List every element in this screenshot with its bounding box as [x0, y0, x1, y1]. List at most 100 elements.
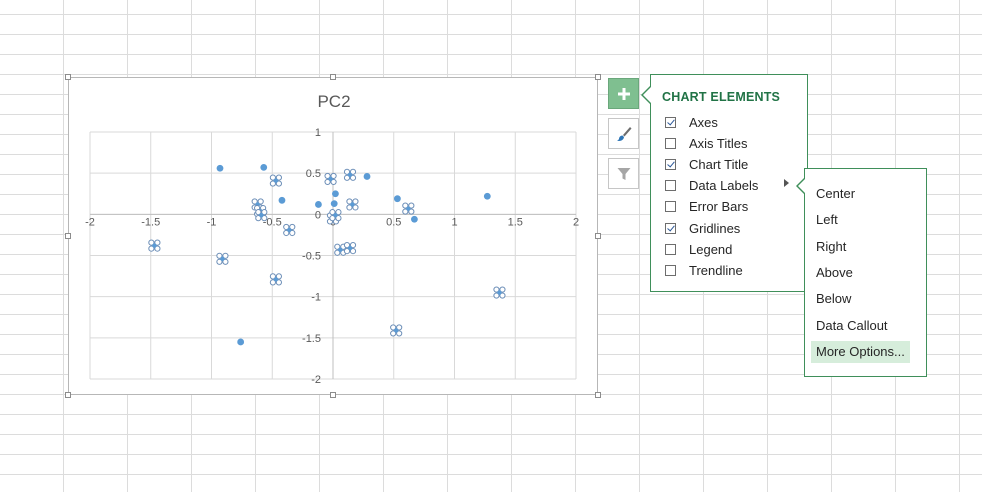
point-selection-handle[interactable] [324, 178, 331, 186]
point-selection-handle[interactable] [269, 273, 276, 280]
gridlines-checkbox[interactable] [665, 222, 676, 234]
chart-title-checkbox[interactable] [665, 158, 676, 170]
selected-data-point[interactable] [148, 239, 161, 252]
point-selection-handle[interactable] [343, 168, 351, 175]
point-selection-handle[interactable] [334, 243, 341, 250]
selected-data-point[interactable] [343, 168, 357, 181]
data-point[interactable] [328, 176, 333, 182]
data-point[interactable] [259, 212, 264, 218]
chart-title[interactable]: PC2 [317, 92, 351, 111]
point-selection-handle[interactable] [330, 178, 337, 186]
point-selection-handle[interactable] [499, 286, 506, 293]
point-selection-handle[interactable] [349, 168, 357, 175]
point-selection-handle[interactable] [396, 324, 403, 331]
point-selection-handle[interactable] [289, 223, 296, 231]
point-selection-handle[interactable] [275, 180, 282, 187]
point-selection-handle[interactable] [499, 292, 506, 299]
selected-data-point[interactable] [493, 286, 506, 299]
trendline-checkbox[interactable] [665, 264, 676, 276]
data-point[interactable] [333, 212, 338, 218]
point-selection-handle[interactable] [349, 241, 357, 249]
resize-handle-bottom-left[interactable] [65, 392, 71, 398]
resize-handle-left[interactable] [65, 233, 71, 239]
point-selection-handle[interactable] [255, 215, 262, 222]
point-selection-handle[interactable] [255, 209, 262, 216]
selected-data-point[interactable] [334, 243, 347, 256]
chart-filters-button[interactable] [608, 158, 639, 189]
point-selection-handle[interactable] [251, 198, 258, 205]
data-point[interactable] [347, 245, 353, 251]
resize-handle-top[interactable] [330, 74, 336, 80]
chart-element-axes[interactable]: Axes [665, 113, 718, 131]
point-selection-handle[interactable] [269, 279, 276, 286]
data-point[interactable] [273, 277, 279, 282]
point-selection-handle[interactable] [408, 202, 415, 209]
submenu-item-right[interactable]: Right [816, 238, 847, 254]
point-selection-handle[interactable] [343, 174, 351, 181]
point-selection-handle[interactable] [349, 174, 357, 181]
point-selection-handle[interactable] [335, 209, 342, 216]
point-selection-handle[interactable] [148, 239, 155, 246]
resize-handle-top-left[interactable] [65, 74, 71, 80]
resize-handle-right[interactable] [595, 233, 601, 239]
point-selection-handle[interactable] [275, 279, 282, 286]
point-selection-handle[interactable] [222, 258, 229, 265]
point-selection-handle[interactable] [408, 208, 415, 215]
axis-titles-checkbox[interactable] [665, 137, 676, 149]
data-point[interactable] [220, 256, 225, 261]
point-selection-handle[interactable] [283, 223, 290, 231]
submenu-item-above[interactable]: Above [816, 264, 853, 280]
submenu-item-left[interactable]: Left [816, 212, 838, 228]
resize-handle-top-right[interactable] [595, 74, 601, 80]
point-selection-handle[interactable] [343, 241, 351, 249]
data-point[interactable] [393, 328, 399, 333]
chart-elements-button[interactable] [608, 78, 639, 109]
point-selection-handle[interactable] [275, 174, 282, 181]
point-selection-handle[interactable] [148, 245, 155, 252]
selected-data-point[interactable] [346, 198, 359, 211]
point-selection-handle[interactable] [329, 209, 336, 216]
point-selection-handle[interactable] [216, 252, 223, 259]
data-point[interactable] [497, 290, 502, 295]
selected-data-point[interactable] [216, 252, 229, 265]
axes-checkbox[interactable] [665, 116, 676, 128]
point-selection-handle[interactable] [346, 198, 353, 205]
data-point[interactable] [350, 202, 355, 207]
data-point[interactable] [406, 206, 411, 211]
data-labels-submenu-arrow-icon[interactable] [784, 179, 789, 187]
selected-data-point[interactable] [390, 324, 403, 337]
chart-area[interactable]: PC2 -2 -1.5 -1 -0.5 0 0.5 1 1.5 2 1 0.5 0 -0.5 -1 -1.5… [68, 77, 598, 395]
submenu-item-below[interactable]: Below [816, 291, 852, 307]
point-selection-handle[interactable] [261, 209, 268, 216]
point-selection-handle[interactable] [154, 239, 161, 246]
selected-data-point[interactable] [269, 273, 282, 286]
submenu-item-more-options[interactable]: More Options... [811, 340, 910, 363]
selected-data-point[interactable] [343, 241, 357, 255]
point-selection-handle[interactable] [269, 180, 276, 187]
chart-styles-button[interactable] [608, 118, 639, 149]
point-selection-handle[interactable] [330, 172, 337, 180]
point-selection-handle[interactable] [283, 229, 290, 237]
scatter-plot[interactable]: -2 -1.5 -1 -0.5 0 0.5 1 1.5 2 1 0.5 0 -0.5 -1 -1.5 -2 [69, 78, 599, 396]
selected-data-point[interactable] [324, 172, 337, 186]
submenu-item-data-callout[interactable]: Data Callout [816, 317, 888, 333]
selected-data-point[interactable] [402, 202, 415, 215]
point-selection-handle[interactable] [396, 330, 403, 337]
point-selection-handle[interactable] [261, 215, 268, 222]
selected-data-point[interactable] [283, 223, 296, 237]
selected-data-point[interactable] [269, 174, 282, 187]
point-selection-handle[interactable] [493, 286, 500, 293]
chart-element-data-labels[interactable]: Data Labels [665, 177, 758, 195]
chart-element-chart-title[interactable]: Chart Title [665, 155, 748, 173]
point-selection-handle[interactable] [402, 208, 409, 215]
data-point[interactable] [287, 227, 292, 233]
selected-data-point[interactable] [329, 209, 342, 222]
resize-handle-bottom[interactable] [330, 392, 336, 398]
point-selection-handle[interactable] [329, 215, 336, 222]
point-selection-handle[interactable] [402, 202, 409, 209]
point-selection-handle[interactable] [216, 258, 223, 265]
chart-element-error-bars[interactable]: Error Bars [665, 198, 748, 216]
point-selection-handle[interactable] [352, 204, 359, 211]
data-point[interactable] [152, 243, 157, 248]
point-selection-handle[interactable] [346, 204, 353, 211]
